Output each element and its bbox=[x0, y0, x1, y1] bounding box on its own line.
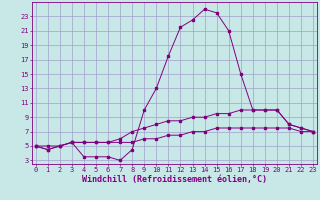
X-axis label: Windchill (Refroidissement éolien,°C): Windchill (Refroidissement éolien,°C) bbox=[82, 175, 267, 184]
